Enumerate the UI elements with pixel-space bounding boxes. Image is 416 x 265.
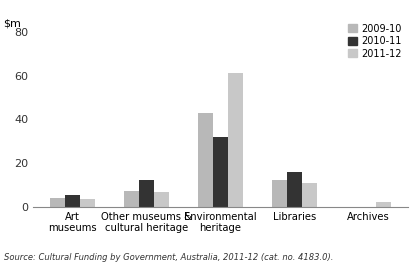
Bar: [139, 180, 154, 207]
Bar: [228, 73, 243, 207]
Bar: [287, 172, 302, 207]
Bar: [80, 199, 95, 207]
Text: $m: $m: [3, 18, 21, 28]
Bar: [154, 192, 168, 207]
Bar: [65, 195, 80, 207]
Bar: [124, 191, 139, 207]
Bar: [198, 113, 213, 207]
Bar: [376, 202, 391, 207]
Text: Source: Cultural Funding by Government, Australia, 2011-12 (cat. no. 4183.0).: Source: Cultural Funding by Government, …: [4, 253, 334, 262]
Bar: [50, 198, 65, 207]
Bar: [272, 180, 287, 207]
Bar: [302, 183, 317, 207]
Legend: 2009-10, 2010-11, 2011-12: 2009-10, 2010-11, 2011-12: [347, 23, 403, 59]
Bar: [213, 137, 228, 207]
